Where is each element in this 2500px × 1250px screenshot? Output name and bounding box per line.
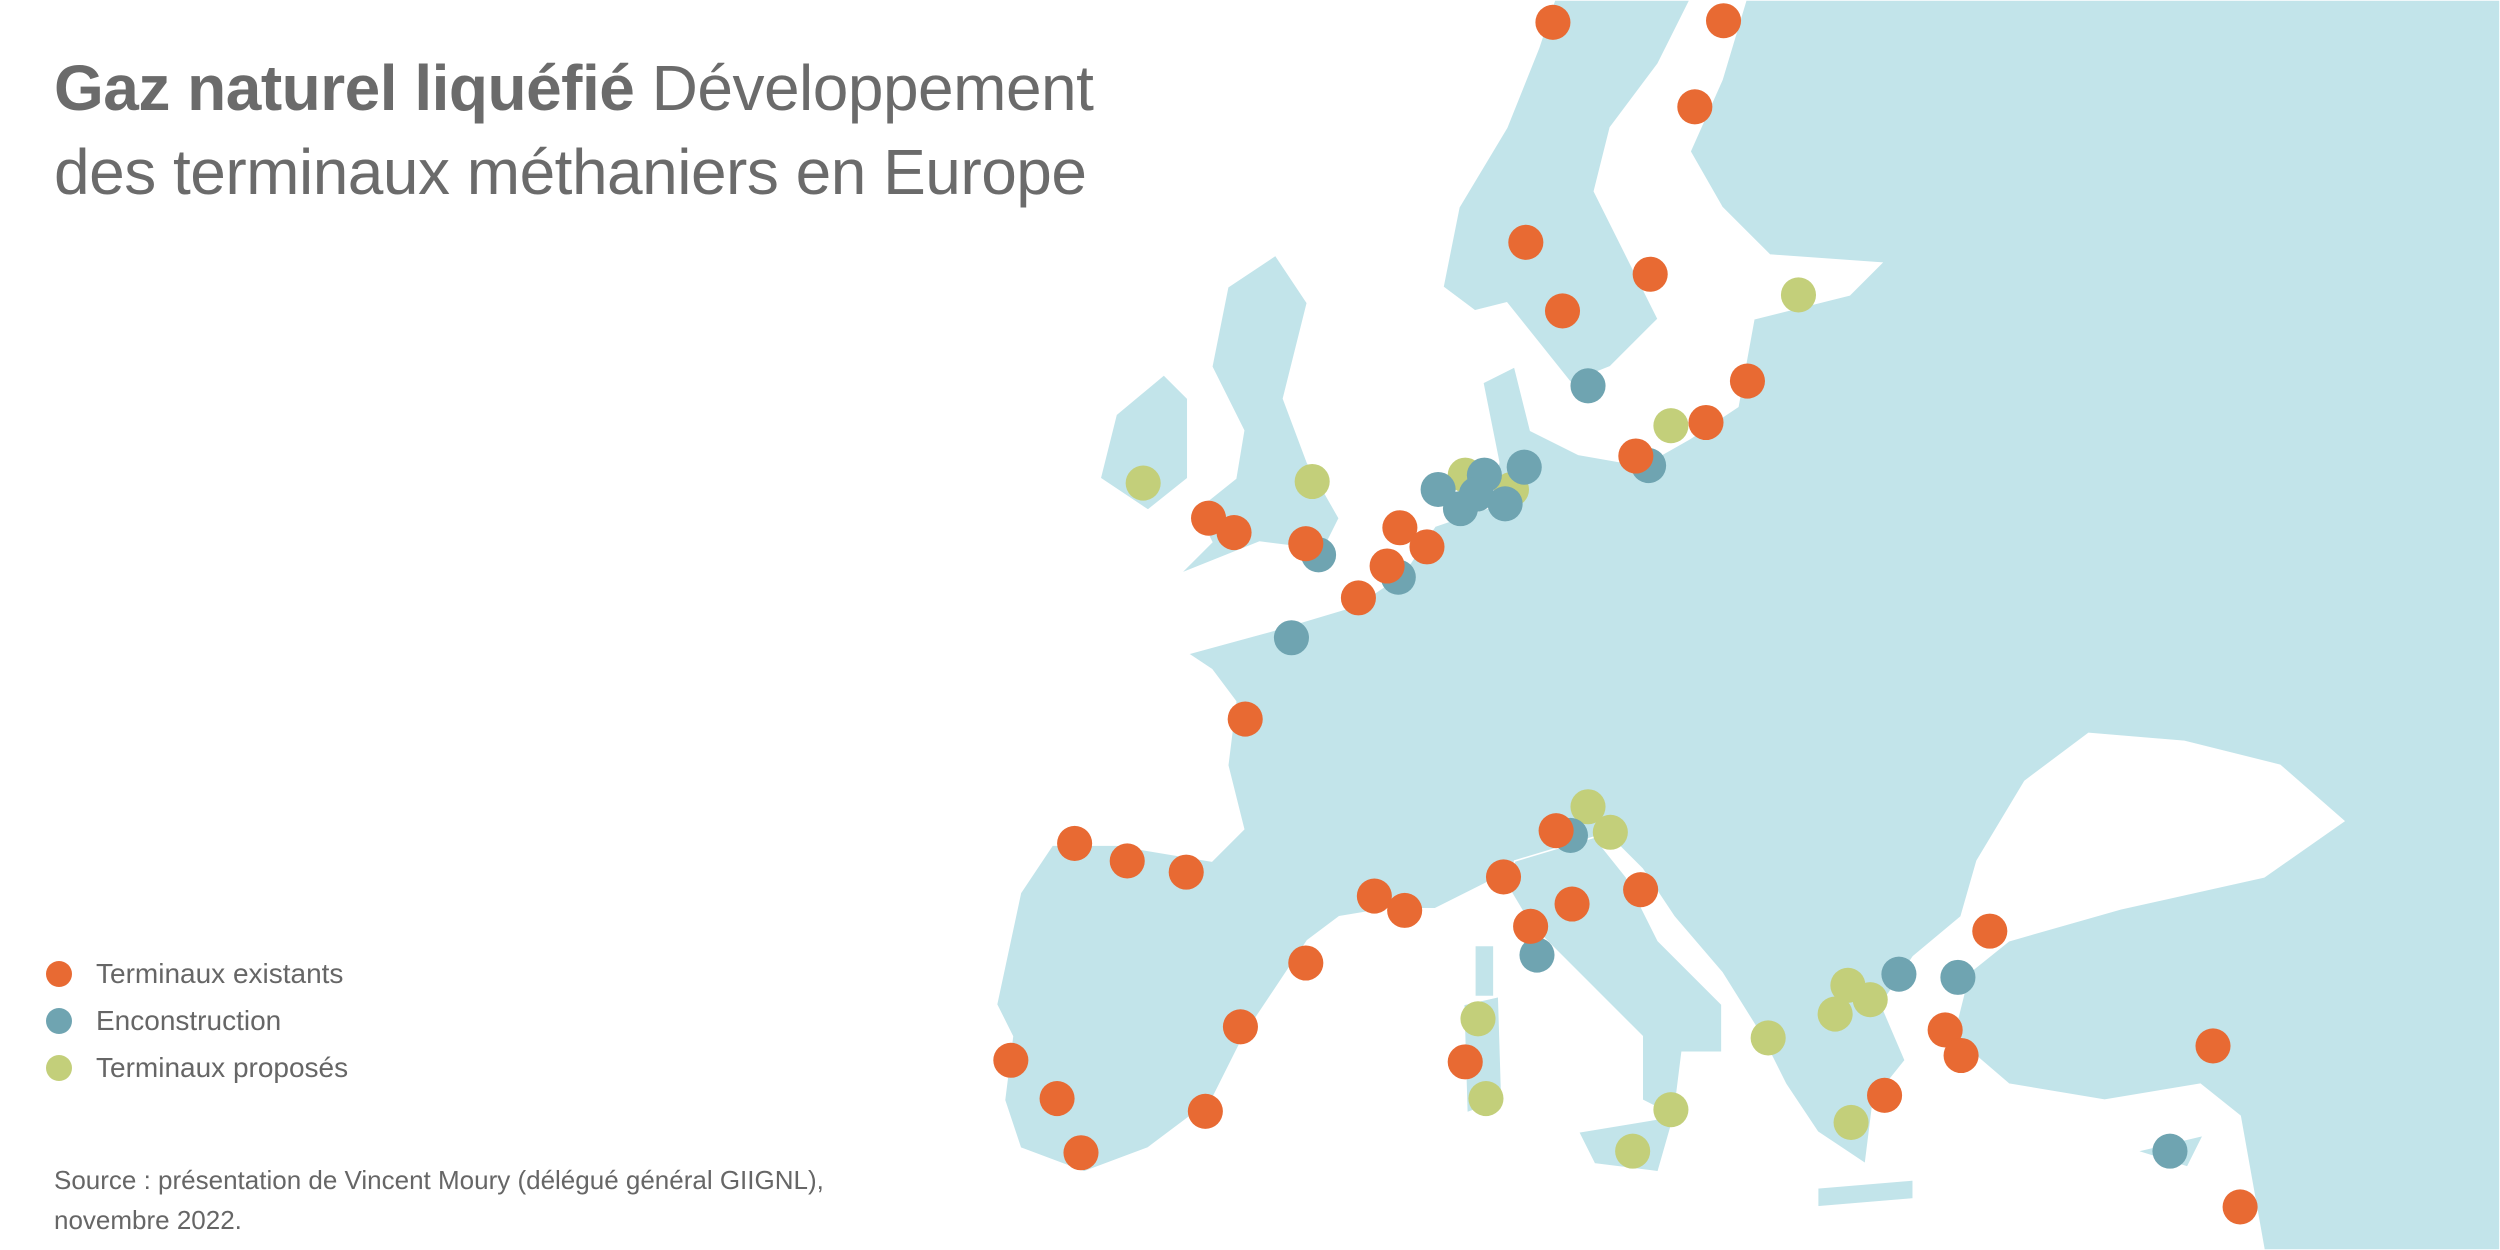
title-rest: Développement (651, 52, 1094, 124)
terminal-marker-existing (1867, 1077, 1903, 1113)
terminal-marker-existing (2222, 1189, 2258, 1225)
terminal-marker-existing (1554, 886, 1590, 922)
page-title: Gaz naturel liquéfié Développement des t… (54, 46, 1094, 214)
land-scandinavia (1442, 0, 1691, 384)
terminal-marker-construction (1881, 956, 1917, 992)
terminal-marker-construction (1570, 368, 1606, 404)
terminal-marker-existing (1187, 1093, 1223, 1129)
terminal-marker-existing (1288, 945, 1324, 981)
terminal-marker-proposed (1570, 789, 1606, 825)
legend-label: Enconstruction (96, 1004, 282, 1036)
terminal-marker-existing (1538, 813, 1574, 849)
terminal-marker-existing (993, 1042, 1029, 1078)
terminal-marker-proposed (1852, 982, 1888, 1018)
source-line2: novembre 2022. (54, 1205, 242, 1235)
terminal-marker-existing (1222, 1009, 1258, 1045)
terminal-marker-existing (1508, 224, 1544, 260)
land-great-britain (1179, 253, 1341, 575)
construction-dot-icon (46, 1007, 72, 1034)
terminal-marker-existing (2195, 1028, 2231, 1064)
terminal-marker-existing (1409, 529, 1445, 565)
terminal-marker-existing (1063, 1135, 1099, 1171)
legend-label: Terminaux existants (96, 957, 344, 989)
terminal-marker-existing (1340, 580, 1376, 616)
terminal-marker-existing (1485, 859, 1522, 895)
terminal-marker-existing (1729, 363, 1765, 399)
terminal-marker-existing (1513, 908, 1549, 944)
terminal-marker-existing (1705, 3, 1742, 39)
terminal-marker-existing (1288, 526, 1324, 562)
terminal-marker-existing (1927, 1012, 1963, 1048)
terminal-marker-existing (1057, 825, 1093, 861)
title-bold: Gaz naturel liquéfié (54, 52, 635, 124)
existing-dot-icon (46, 960, 72, 987)
terminal-marker-construction (1458, 476, 1494, 512)
terminal-marker-existing (1369, 548, 1405, 584)
terminal-marker-existing (1039, 1080, 1075, 1117)
land-masses (995, 0, 2500, 1250)
terminal-marker-construction (1519, 937, 1555, 973)
terminal-marker-existing (1618, 438, 1654, 474)
title-line2: des terminaux méthaniers en Europe (54, 136, 1087, 208)
terminal-markers (993, 3, 2258, 1225)
terminal-marker-existing (1632, 256, 1668, 292)
terminal-marker-proposed (1817, 996, 1853, 1032)
land-crete (1816, 1178, 1915, 1208)
terminal-marker-proposed (1592, 814, 1628, 850)
legend-item-construction: Enconstruction (46, 997, 348, 1044)
terminal-marker-proposed (1125, 465, 1161, 501)
terminal-marker-proposed (1750, 1020, 1786, 1056)
terminal-marker-existing (1535, 4, 1571, 40)
source-line1: Source : présentation de Vincent Moury (… (54, 1165, 824, 1195)
terminal-marker-proposed (1780, 277, 1817, 313)
terminal-marker-existing (1688, 404, 1724, 441)
terminal-marker-proposed (1653, 408, 1689, 444)
terminal-marker-proposed (1833, 1104, 1869, 1140)
terminal-marker-construction (1273, 620, 1309, 656)
terminal-marker-existing (1943, 1037, 1979, 1074)
terminal-marker-existing (1227, 701, 1263, 737)
terminal-marker-proposed (1460, 1001, 1496, 1037)
terminal-marker-existing (1972, 913, 2008, 949)
terminal-marker-proposed (1653, 1092, 1689, 1128)
terminal-marker-existing (1191, 500, 1227, 536)
land-corsica (1474, 944, 1495, 998)
terminal-marker-existing (1356, 878, 1392, 914)
source-note: Source : présentation de Vincent Moury (… (54, 1160, 824, 1240)
terminal-marker-existing (1387, 892, 1423, 928)
legend-item-proposed: Terminaux proposés (46, 1044, 348, 1091)
terminal-marker-existing (1447, 1044, 1483, 1080)
terminal-marker-construction (1487, 486, 1523, 522)
terminal-marker-existing (1677, 89, 1713, 125)
terminal-marker-proposed (1294, 463, 1330, 500)
terminal-marker-construction (1940, 959, 1976, 995)
legend-item-existing: Terminaux existants (46, 950, 348, 997)
terminal-marker-existing (1382, 510, 1418, 546)
terminal-marker-existing (1623, 872, 1659, 908)
terminal-marker-proposed (1468, 1080, 1504, 1117)
terminal-marker-existing (1168, 854, 1204, 890)
proposed-dot-icon (46, 1054, 72, 1081)
terminal-marker-construction (2152, 1133, 2188, 1169)
terminal-marker-existing (1216, 514, 1252, 551)
terminal-marker-proposed (1615, 1133, 1651, 1169)
legend: Terminaux existants Enconstruction Termi… (46, 950, 348, 1091)
legend-label: Terminaux proposés (96, 1051, 349, 1083)
land-ireland (1099, 373, 1189, 512)
terminal-marker-construction (1506, 449, 1542, 485)
land-continent (995, 0, 2500, 1250)
terminal-marker-existing (1544, 293, 1581, 329)
terminal-marker-existing (1109, 843, 1145, 879)
